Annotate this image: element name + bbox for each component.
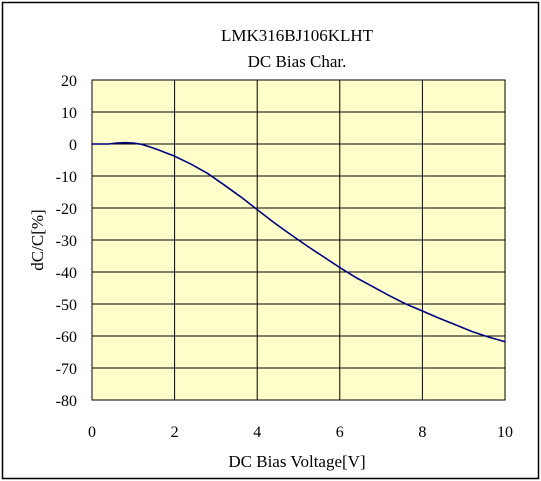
y-tick-label: -10 <box>56 169 77 186</box>
x-tick-label: 4 <box>253 424 261 441</box>
x-tick-labels: 0 2 4 6 8 10 <box>88 424 513 441</box>
y-tick-label: -60 <box>56 329 77 346</box>
x-tick-label: 0 <box>88 424 96 441</box>
plot-border <box>91 79 506 401</box>
y-tick-label: -30 <box>56 233 77 250</box>
series-layer <box>91 141 506 343</box>
y-tick-label: -70 <box>56 361 77 378</box>
y-tick-label: -20 <box>56 201 77 218</box>
y-tick-labels: 20 10 0 -10 -20 -30 -40 -50 -60 -70 -80 <box>56 73 77 410</box>
x-tick-label: 8 <box>418 424 426 441</box>
y-axis-label: dC/C[%] <box>28 209 47 270</box>
x-tick-label: 2 <box>171 424 179 441</box>
y-tick-label: -80 <box>56 393 77 410</box>
y-tick-label: -40 <box>56 265 77 282</box>
grid-lines <box>91 79 506 401</box>
chart-subtitle: DC Bias Char. <box>248 52 347 71</box>
x-axis-label: DC Bias Voltage[V] <box>228 452 365 471</box>
y-tick-label: 20 <box>61 73 77 90</box>
chart-title: LMK316BJ106KLHT <box>221 26 374 45</box>
series-line-0 <box>91 141 506 343</box>
y-tick-label: 10 <box>61 105 77 122</box>
y-tick-label: -50 <box>56 297 77 314</box>
y-tick-label: 0 <box>69 137 77 154</box>
x-tick-label: 6 <box>336 424 344 441</box>
x-tick-label: 10 <box>497 424 513 441</box>
